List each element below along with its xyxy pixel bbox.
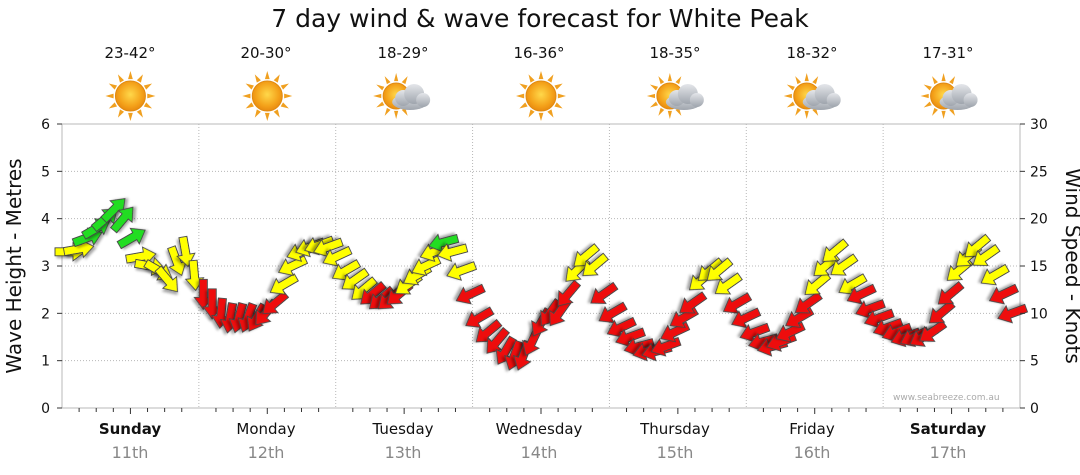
date-monday: 12th xyxy=(247,443,285,462)
y-tick-label-right: 15 xyxy=(1030,259,1048,275)
wind-arrow xyxy=(650,337,682,357)
y-tick-label-left: 5 xyxy=(41,164,50,180)
wind-arrows xyxy=(54,198,1029,371)
wind-arrow xyxy=(972,243,1001,267)
y-tick-label-right: 5 xyxy=(1030,354,1039,370)
watermark-credit: www.seabreeze.com.au xyxy=(893,393,1000,403)
day-label-sunday: Sunday xyxy=(98,420,162,438)
wind-arrow xyxy=(606,316,637,338)
date-friday: 16th xyxy=(793,443,831,462)
wind-arrow xyxy=(109,206,134,234)
chart-title: 7 day wind & wave forecast for White Pea… xyxy=(271,4,809,33)
cloud-icon xyxy=(939,84,978,110)
date-thursday: 15th xyxy=(656,443,694,462)
wind-arrow xyxy=(557,279,582,307)
temp-tuesday: 18-29° xyxy=(377,44,429,62)
wind-arrow xyxy=(598,301,628,324)
cloud-icon xyxy=(392,84,431,110)
temp-sunday: 23-42° xyxy=(104,44,156,62)
wind-arrow xyxy=(846,283,877,305)
wind-arrow xyxy=(679,291,708,314)
y-tick-label-right: 25 xyxy=(1030,164,1048,180)
sun-icon xyxy=(516,71,566,121)
wind-arrow xyxy=(486,327,510,354)
wind-arrow xyxy=(739,322,771,343)
y-axis-label-left: Wave Height - Metres xyxy=(2,158,26,374)
wind-arrow xyxy=(988,283,1019,305)
day-label-saturday: Saturday xyxy=(909,420,987,438)
y-axis-label-right: Wind Speed - Knots xyxy=(1061,168,1080,364)
temp-saturday: 17-31° xyxy=(922,44,974,62)
day-label-wednesday: Wednesday xyxy=(495,420,583,438)
y-tick-label-right: 30 xyxy=(1030,117,1048,133)
wind-arrow xyxy=(830,253,859,276)
date-tuesday: 13th xyxy=(384,443,422,462)
y-tick-label-right: 0 xyxy=(1030,401,1039,417)
wind-arrow xyxy=(312,237,344,258)
date-wednesday: 14th xyxy=(520,443,558,462)
wind-arrow xyxy=(427,233,460,253)
temp-wednesday: 16-36° xyxy=(513,44,565,62)
y-tick-label-right: 20 xyxy=(1030,212,1048,228)
date-saturday: 17th xyxy=(929,443,967,462)
y-tick-label-left: 6 xyxy=(41,117,50,133)
wind-arrow xyxy=(455,283,486,305)
grid xyxy=(61,123,1021,409)
day-label-thursday: Thursday xyxy=(640,420,710,438)
wind-arrow xyxy=(863,308,895,329)
y-tick-label-left: 4 xyxy=(41,212,50,228)
wind-arrow xyxy=(582,252,609,277)
axis-ticks: 0 1 2 3 4 5 6 0 5 10 15 20 25 30 xyxy=(41,117,1048,417)
wind-arrow xyxy=(331,259,362,281)
y-tick-label-left: 0 xyxy=(41,401,50,417)
temp-monday: 20-30° xyxy=(240,44,292,62)
wind-arrow xyxy=(116,227,146,250)
y-tick-label-right: 10 xyxy=(1030,306,1048,322)
day-label-friday: Friday xyxy=(789,420,835,438)
wind-arrow xyxy=(722,292,753,314)
cloud-icon xyxy=(665,84,704,110)
wind-arrow xyxy=(475,318,503,343)
y-tick-label-left: 1 xyxy=(41,354,50,370)
sun-icon xyxy=(242,71,293,121)
wind-arrow xyxy=(465,306,495,328)
wind-arrow xyxy=(997,303,1029,324)
date-sunday: 11th xyxy=(111,443,149,462)
wind-arrow xyxy=(590,281,619,304)
wind-arrow xyxy=(322,245,353,267)
wind-arrow xyxy=(854,299,886,319)
wind-arrow xyxy=(615,327,646,348)
temp-friday: 18-32° xyxy=(786,44,838,62)
wind-arrow xyxy=(167,245,187,277)
wind-arrow xyxy=(714,272,743,295)
wind-arrow xyxy=(446,261,478,281)
wind-arrow xyxy=(436,242,469,263)
temp-thursday: 18-35° xyxy=(649,44,701,62)
sun-icon xyxy=(105,71,156,121)
day-label-monday: Monday xyxy=(236,420,296,438)
day-label-tuesday: Tuesday xyxy=(372,420,434,438)
wind-arrow xyxy=(176,235,196,268)
weather-icons xyxy=(105,71,978,121)
y-tick-label-left: 2 xyxy=(41,306,50,322)
y-tick-label-left: 3 xyxy=(41,259,50,275)
wind-arrow xyxy=(202,288,223,320)
wind-arrow xyxy=(706,257,734,281)
wind-arrow xyxy=(154,265,178,293)
wind-arrow xyxy=(495,335,518,365)
wind-arrow xyxy=(838,273,868,295)
wind-arrow xyxy=(980,263,1010,286)
wind-arrow xyxy=(937,281,965,305)
cloud-icon xyxy=(802,84,841,110)
wind-arrow xyxy=(822,238,849,262)
wind-arrow xyxy=(731,307,762,329)
wind-arrow xyxy=(100,198,126,224)
